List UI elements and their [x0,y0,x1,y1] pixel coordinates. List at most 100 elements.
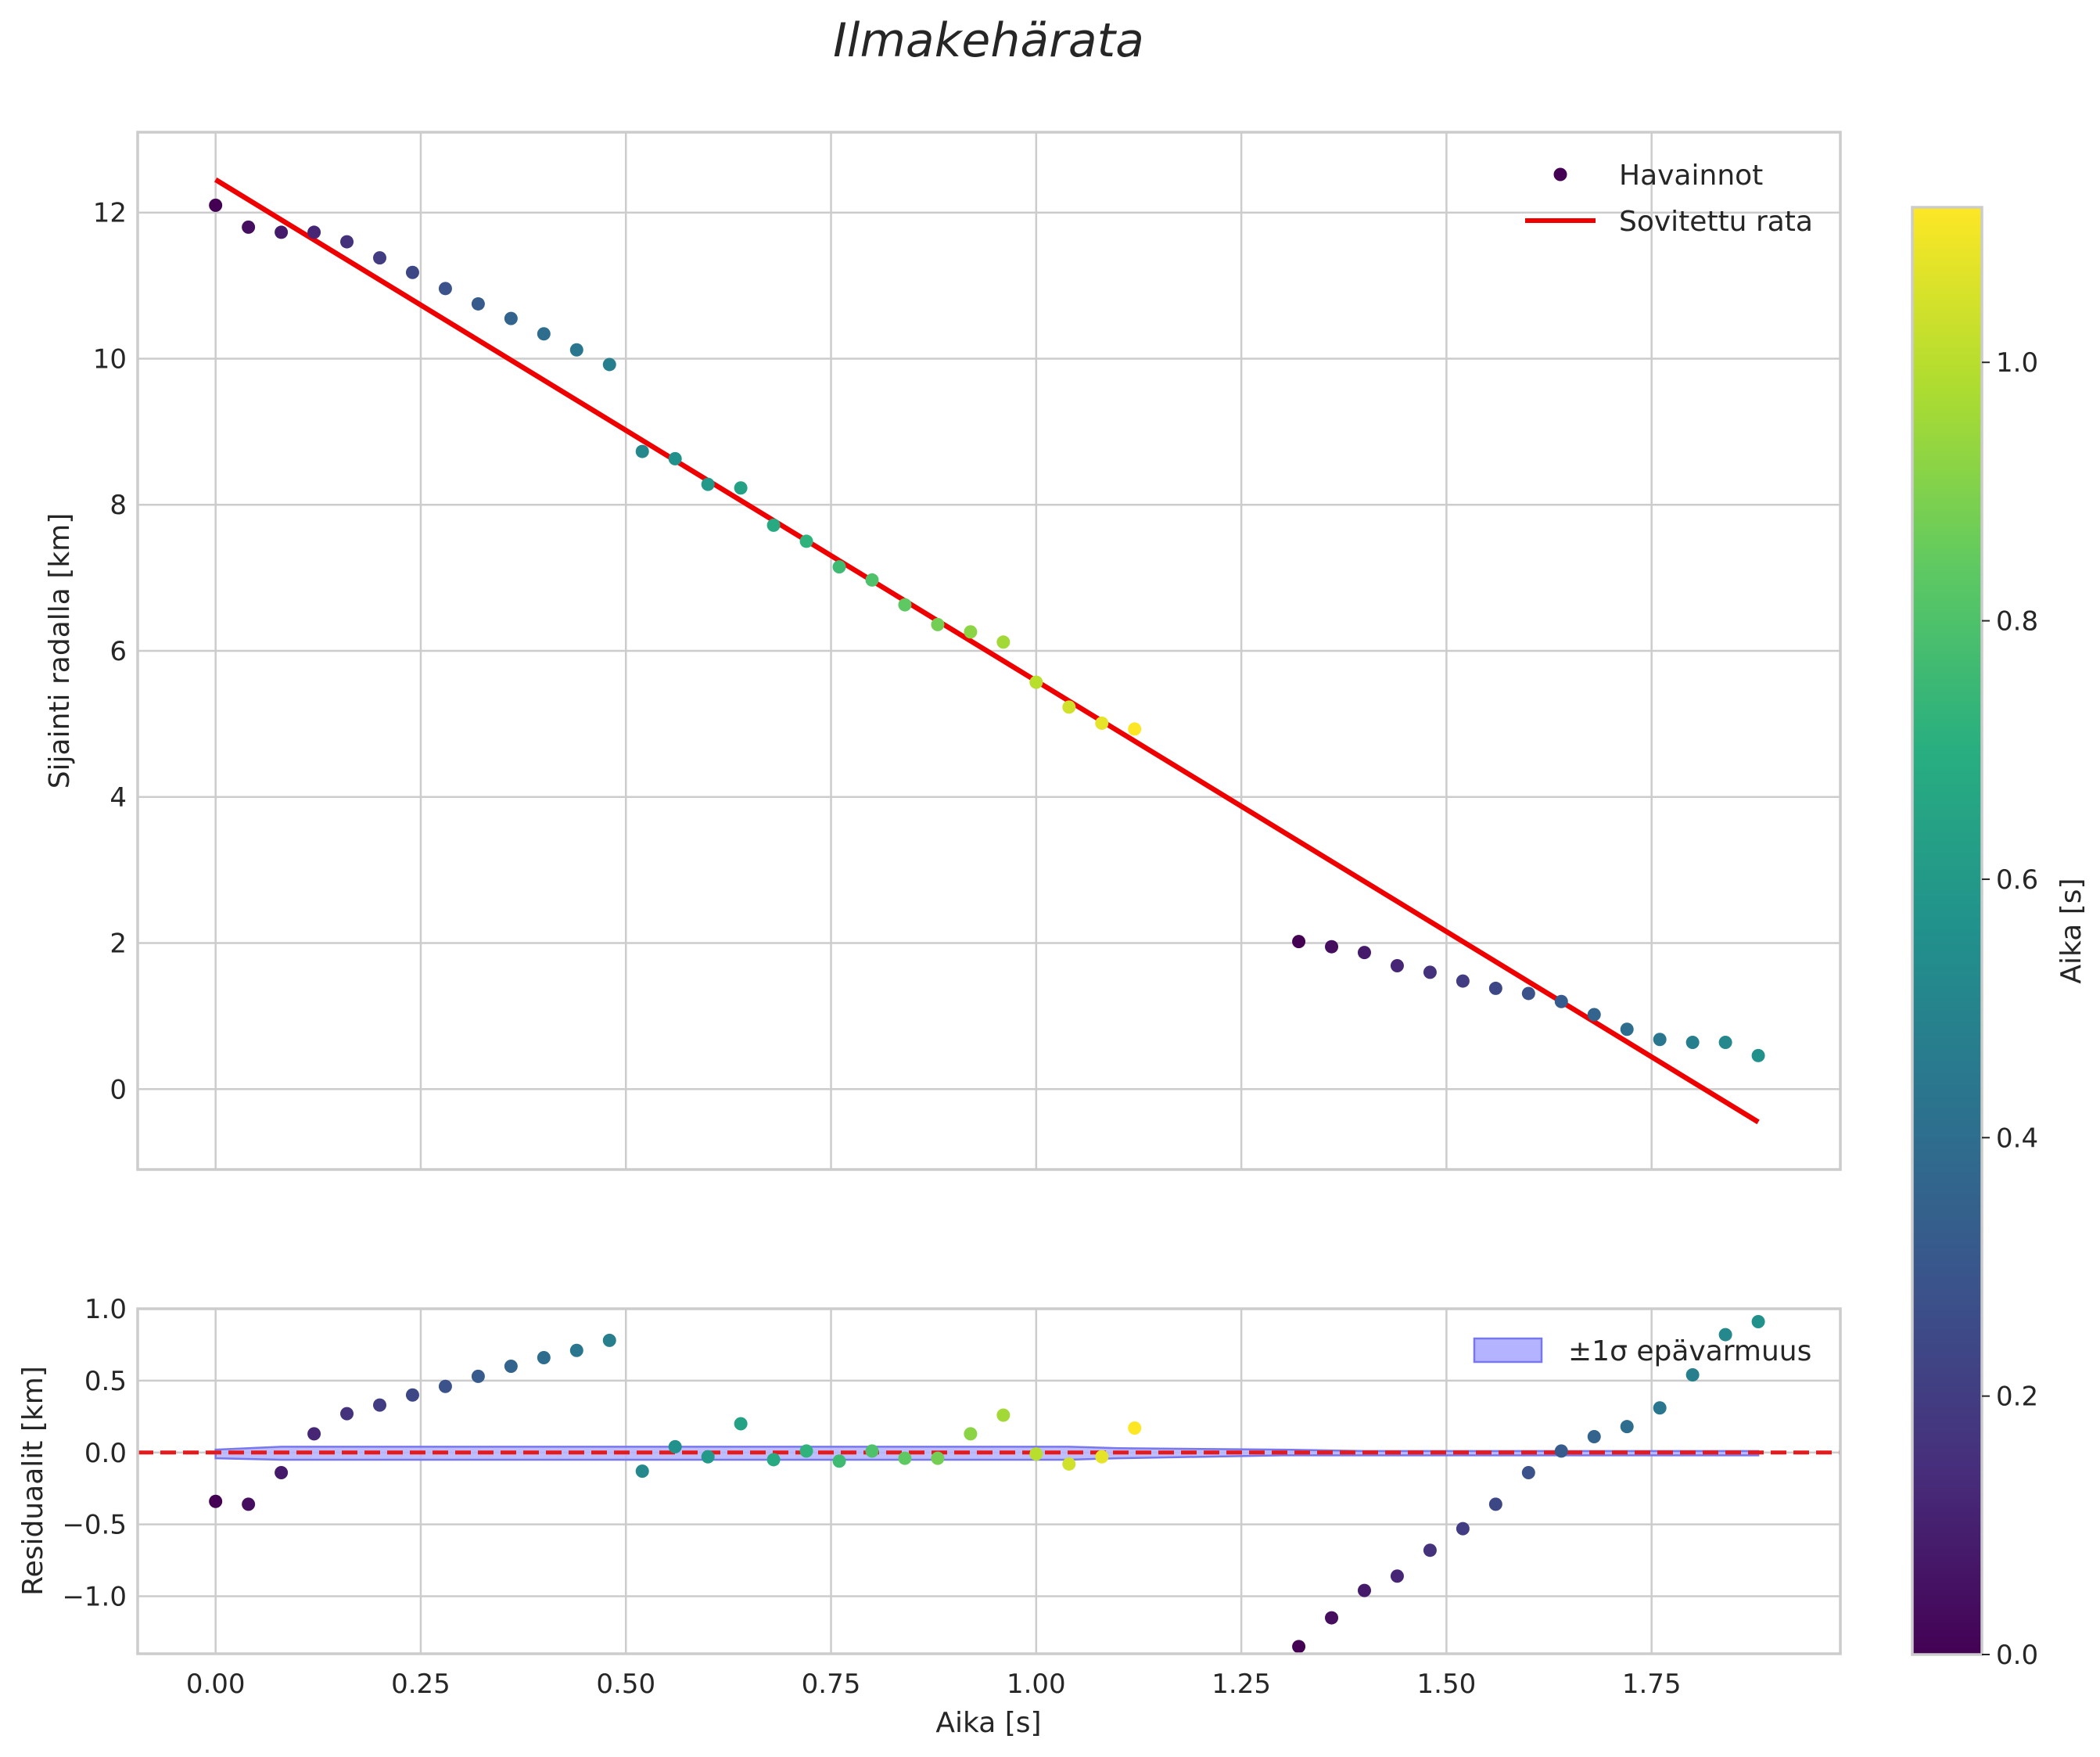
observation-point [405,265,419,279]
legend-label-observations: Havainnot [1619,160,1763,192]
residual-point [1062,1457,1076,1471]
observation-point [1488,981,1502,995]
observation-point [1325,940,1339,954]
residual-point [898,1451,912,1465]
colorbar-frame [1911,206,1983,1656]
residuals-marks [138,1315,1840,1654]
trajectory-frame [136,131,1842,1171]
residual-point [1620,1420,1634,1434]
observation-point [1718,1036,1732,1050]
residuals-y-tick-label: 1.0 [84,1294,127,1325]
observation-point [1620,1022,1634,1037]
residuals-tick-labels: 0.00 0.25 0.50 0.75 1.00 1.25 1.50 1.75 1.0 0.5 0.… [62,1294,1681,1700]
observation-point [1751,1048,1765,1062]
observation-point [569,343,583,357]
legend-label-fit-line: Sovitettu rata [1619,206,1813,238]
residual-point [1456,1522,1470,1536]
residual-point [242,1497,256,1511]
observation-point [668,451,682,465]
residual-point [832,1454,846,1468]
residual-point [471,1369,485,1383]
residual-point [964,1427,978,1441]
observation-point [275,225,289,239]
trajectory-marks [209,177,1765,1125]
colorbar: 0.0 0.2 0.4 0.6 0.8 1.0 Aika [s] [1911,206,2087,1671]
residual-point [209,1494,223,1508]
observation-point [964,625,978,639]
x-tick-label: 0.75 [802,1669,861,1700]
observation-point [1390,958,1404,972]
residual-point [1554,1444,1568,1458]
colorbar-tick-label: 1.0 [1996,347,2038,379]
colorbar-tick-label: 0.2 [1996,1382,2038,1413]
observation-point [865,573,879,587]
observation-point [1292,935,1306,949]
residual-point [996,1408,1011,1422]
observation-point [832,560,846,574]
observation-point [1456,974,1470,988]
colorbar-tick-label: 0.6 [1996,864,2038,896]
observation-point [537,327,551,341]
observation-point [799,534,813,548]
observation-point [1653,1033,1667,1047]
residual-point [1292,1640,1306,1654]
observation-point [996,635,1011,649]
trajectory-y-axis-label: Sijainti radalla [km] [44,513,76,789]
residual-point [734,1417,748,1431]
observation-point [373,251,387,265]
residual-point [307,1427,321,1441]
observation-point [1128,722,1142,736]
residuals-frame [136,1307,1842,1655]
legend-label-uncertainty-band: ±1σ epävarmuus [1568,1335,1811,1367]
residual-point [1029,1447,1043,1461]
x-tick-label: 1.00 [1007,1669,1066,1700]
colorbar-label: Aika [s] [2055,878,2087,983]
residual-point [1653,1401,1667,1415]
colorbar-tick-label: 0.8 [1996,606,2038,638]
legend-marker-uncertainty-band [1473,1337,1543,1364]
residual-point [668,1439,682,1453]
x-axis-label: Aika [s] [935,1707,1041,1739]
residual-point [799,1444,813,1458]
x-tick-label: 1.75 [1622,1669,1682,1700]
residuals-y-tick-label: −0.5 [62,1510,127,1541]
residuals-plot: 0.00 0.25 0.50 0.75 1.00 1.25 1.50 1.75 1.0 0.5 0.… [17,1294,1842,1739]
colorbar-ticks: 0.0 0.2 0.4 0.6 0.8 1.0 [1982,347,2038,1671]
residual-point [504,1360,518,1373]
observation-point [602,358,616,372]
residual-point [340,1407,354,1421]
observation-point [1029,675,1043,689]
observation-point [242,220,256,234]
trajectory-y-tick-label: 2 [109,929,127,960]
residual-point [1423,1543,1437,1558]
residuals-y-tick-label: −1.0 [62,1582,127,1613]
trajectory-tick-labels: 0 2 4 6 8 10 12 [93,198,127,1106]
fit-line [214,177,1760,1125]
observation-point [701,477,715,491]
trajectory-y-tick-label: 4 [109,782,127,814]
observation-point [1554,994,1568,1008]
residual-point [569,1343,583,1357]
residuals-legend: ±1σ epävarmuus [1473,1335,1811,1367]
trajectory-y-tick-label: 6 [109,636,127,667]
residual-point [1128,1421,1142,1435]
observation-point [340,235,354,249]
chart-title: Ilmakehärata [833,13,1144,68]
residual-point [766,1453,781,1467]
residual-point [405,1388,419,1402]
observation-point [635,444,649,458]
residual-point [438,1379,452,1393]
residual-point [1325,1611,1339,1625]
observation-point [1357,946,1371,960]
observation-point [1685,1036,1700,1050]
residual-point [1718,1328,1732,1342]
legend-marker-observations [1553,167,1567,181]
trajectory-legend: Havainnot Sovitettu rata [1525,160,1813,238]
observation-point [209,198,223,212]
trajectory-y-tick-label: 0 [109,1074,127,1105]
residual-point [1751,1315,1765,1329]
residuals-y-axis-label: Residuaalit [km] [17,1366,49,1596]
observation-point [931,617,945,631]
residual-point [1521,1465,1535,1479]
